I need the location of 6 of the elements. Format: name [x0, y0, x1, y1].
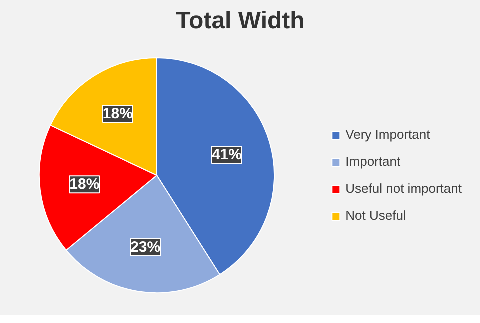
legend-label: Very Important [346, 127, 430, 142]
legend-label: Useful not important [346, 181, 462, 196]
chart-title: Total Width [176, 8, 305, 34]
data-label: 18% [102, 106, 133, 123]
legend-label: Important [346, 154, 401, 169]
legend-label: Not Useful [346, 208, 406, 223]
